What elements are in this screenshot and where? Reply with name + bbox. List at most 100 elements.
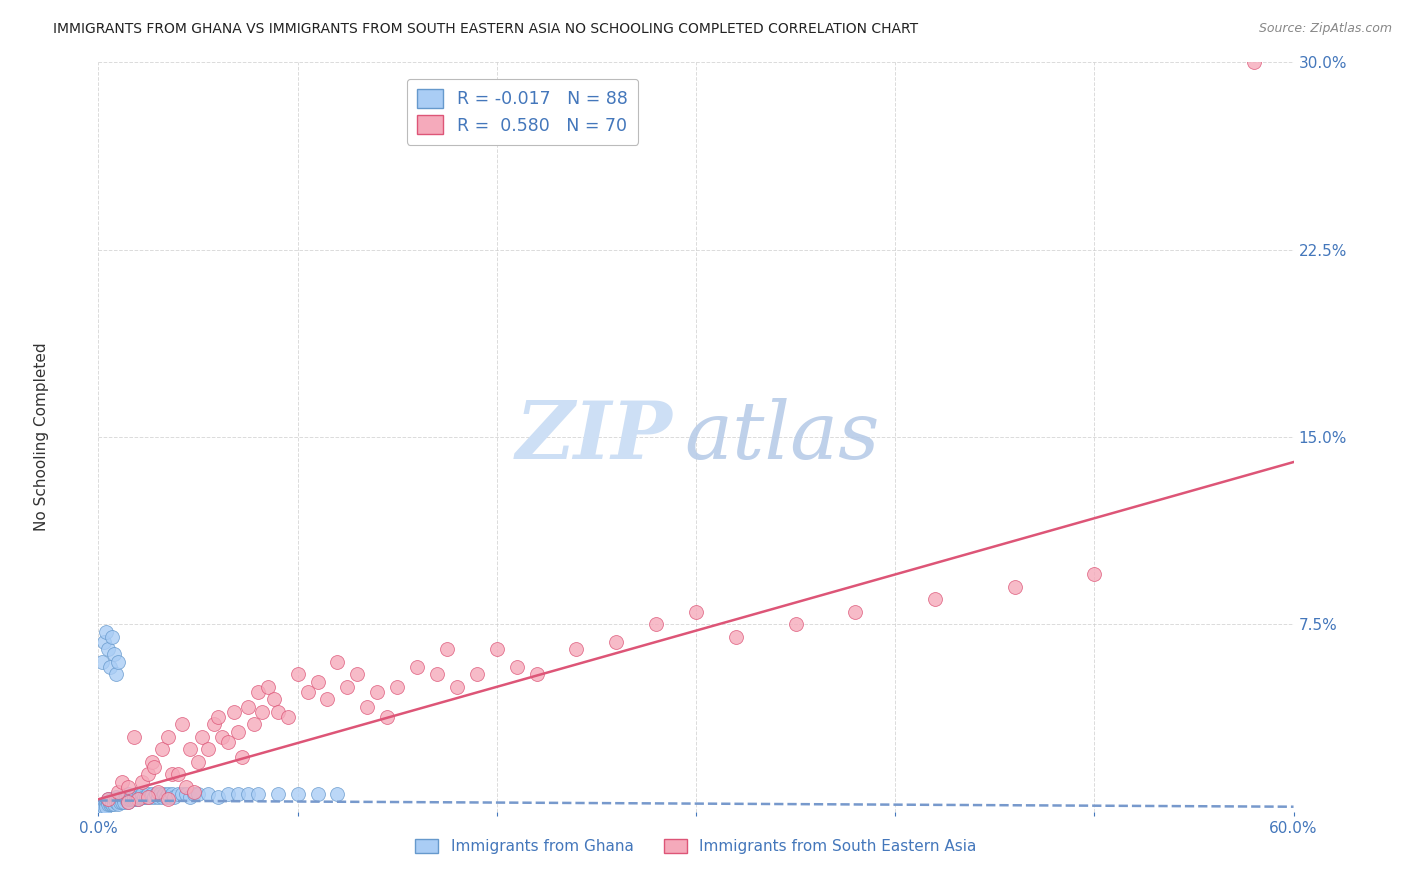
Point — [101, 792, 124, 806]
Point — [131, 774, 153, 789]
Point — [117, 792, 139, 806]
Point — [93, 799, 115, 814]
Point — [111, 795, 134, 809]
Point — [103, 648, 125, 662]
Point — [105, 789, 128, 804]
Point — [127, 792, 149, 806]
Point — [110, 795, 132, 809]
Point — [406, 660, 429, 674]
Point — [506, 660, 529, 674]
Point — [243, 717, 266, 731]
Point — [153, 787, 176, 801]
Point — [183, 785, 205, 799]
Point — [197, 742, 219, 756]
Point — [167, 767, 190, 781]
Legend: Immigrants from Ghana, Immigrants from South Eastern Asia: Immigrants from Ghana, Immigrants from S… — [409, 833, 983, 860]
Point — [157, 787, 180, 801]
Point — [163, 789, 186, 804]
Point — [98, 795, 122, 809]
Point — [160, 787, 183, 801]
Point — [103, 795, 125, 809]
Point — [685, 605, 707, 619]
Point — [167, 787, 190, 801]
Point — [105, 795, 128, 809]
Point — [207, 710, 229, 724]
Point — [124, 789, 146, 804]
Point — [326, 655, 349, 669]
Point — [785, 617, 807, 632]
Point — [172, 717, 194, 731]
Point — [645, 617, 668, 632]
Point — [159, 789, 181, 804]
Point — [226, 724, 249, 739]
Point — [1243, 55, 1265, 70]
Point — [1083, 567, 1105, 582]
Point — [326, 787, 349, 801]
Point — [187, 787, 209, 801]
Point — [277, 710, 299, 724]
Point — [107, 795, 129, 809]
Point — [107, 792, 129, 806]
Point — [287, 667, 309, 681]
Point — [231, 749, 253, 764]
Point — [103, 792, 125, 806]
Point — [93, 797, 115, 812]
Point — [202, 717, 225, 731]
Point — [97, 795, 120, 809]
Point — [197, 787, 219, 801]
Point — [246, 685, 269, 699]
Point — [191, 730, 214, 744]
Point — [97, 642, 120, 657]
Point — [131, 789, 153, 804]
Point — [307, 787, 329, 801]
Point — [121, 789, 143, 804]
Point — [222, 705, 245, 719]
Point — [107, 655, 129, 669]
Text: Source: ZipAtlas.com: Source: ZipAtlas.com — [1258, 22, 1392, 36]
Point — [187, 755, 209, 769]
Point — [217, 735, 239, 749]
Text: atlas: atlas — [685, 399, 879, 475]
Point — [356, 699, 378, 714]
Point — [207, 789, 229, 804]
Point — [103, 797, 125, 812]
Point — [101, 630, 124, 644]
Point — [124, 792, 146, 806]
Point — [143, 789, 166, 804]
Point — [250, 705, 273, 719]
Point — [125, 792, 148, 806]
Point — [148, 789, 170, 804]
Point — [115, 792, 138, 806]
Point — [96, 797, 118, 812]
Point — [117, 795, 139, 809]
Point — [115, 789, 138, 804]
Point — [157, 792, 180, 806]
Point — [121, 792, 143, 806]
Point — [107, 797, 129, 812]
Point — [145, 787, 167, 801]
Point — [111, 792, 134, 806]
Point — [307, 674, 329, 689]
Point — [183, 787, 205, 801]
Point — [117, 795, 139, 809]
Point — [136, 767, 159, 781]
Point — [112, 792, 135, 806]
Point — [256, 680, 278, 694]
Point — [844, 605, 866, 619]
Point — [97, 792, 120, 806]
Point — [446, 680, 468, 694]
Point — [155, 789, 177, 804]
Point — [136, 787, 159, 801]
Point — [336, 680, 359, 694]
Point — [101, 797, 124, 812]
Point — [267, 705, 290, 719]
Point — [605, 635, 627, 649]
Text: No Schooling Completed: No Schooling Completed — [34, 343, 49, 532]
Point — [226, 787, 249, 801]
Point — [436, 642, 458, 657]
Point — [141, 755, 163, 769]
Point — [174, 787, 197, 801]
Point — [120, 789, 142, 804]
Point — [110, 792, 132, 806]
Point — [89, 799, 111, 814]
